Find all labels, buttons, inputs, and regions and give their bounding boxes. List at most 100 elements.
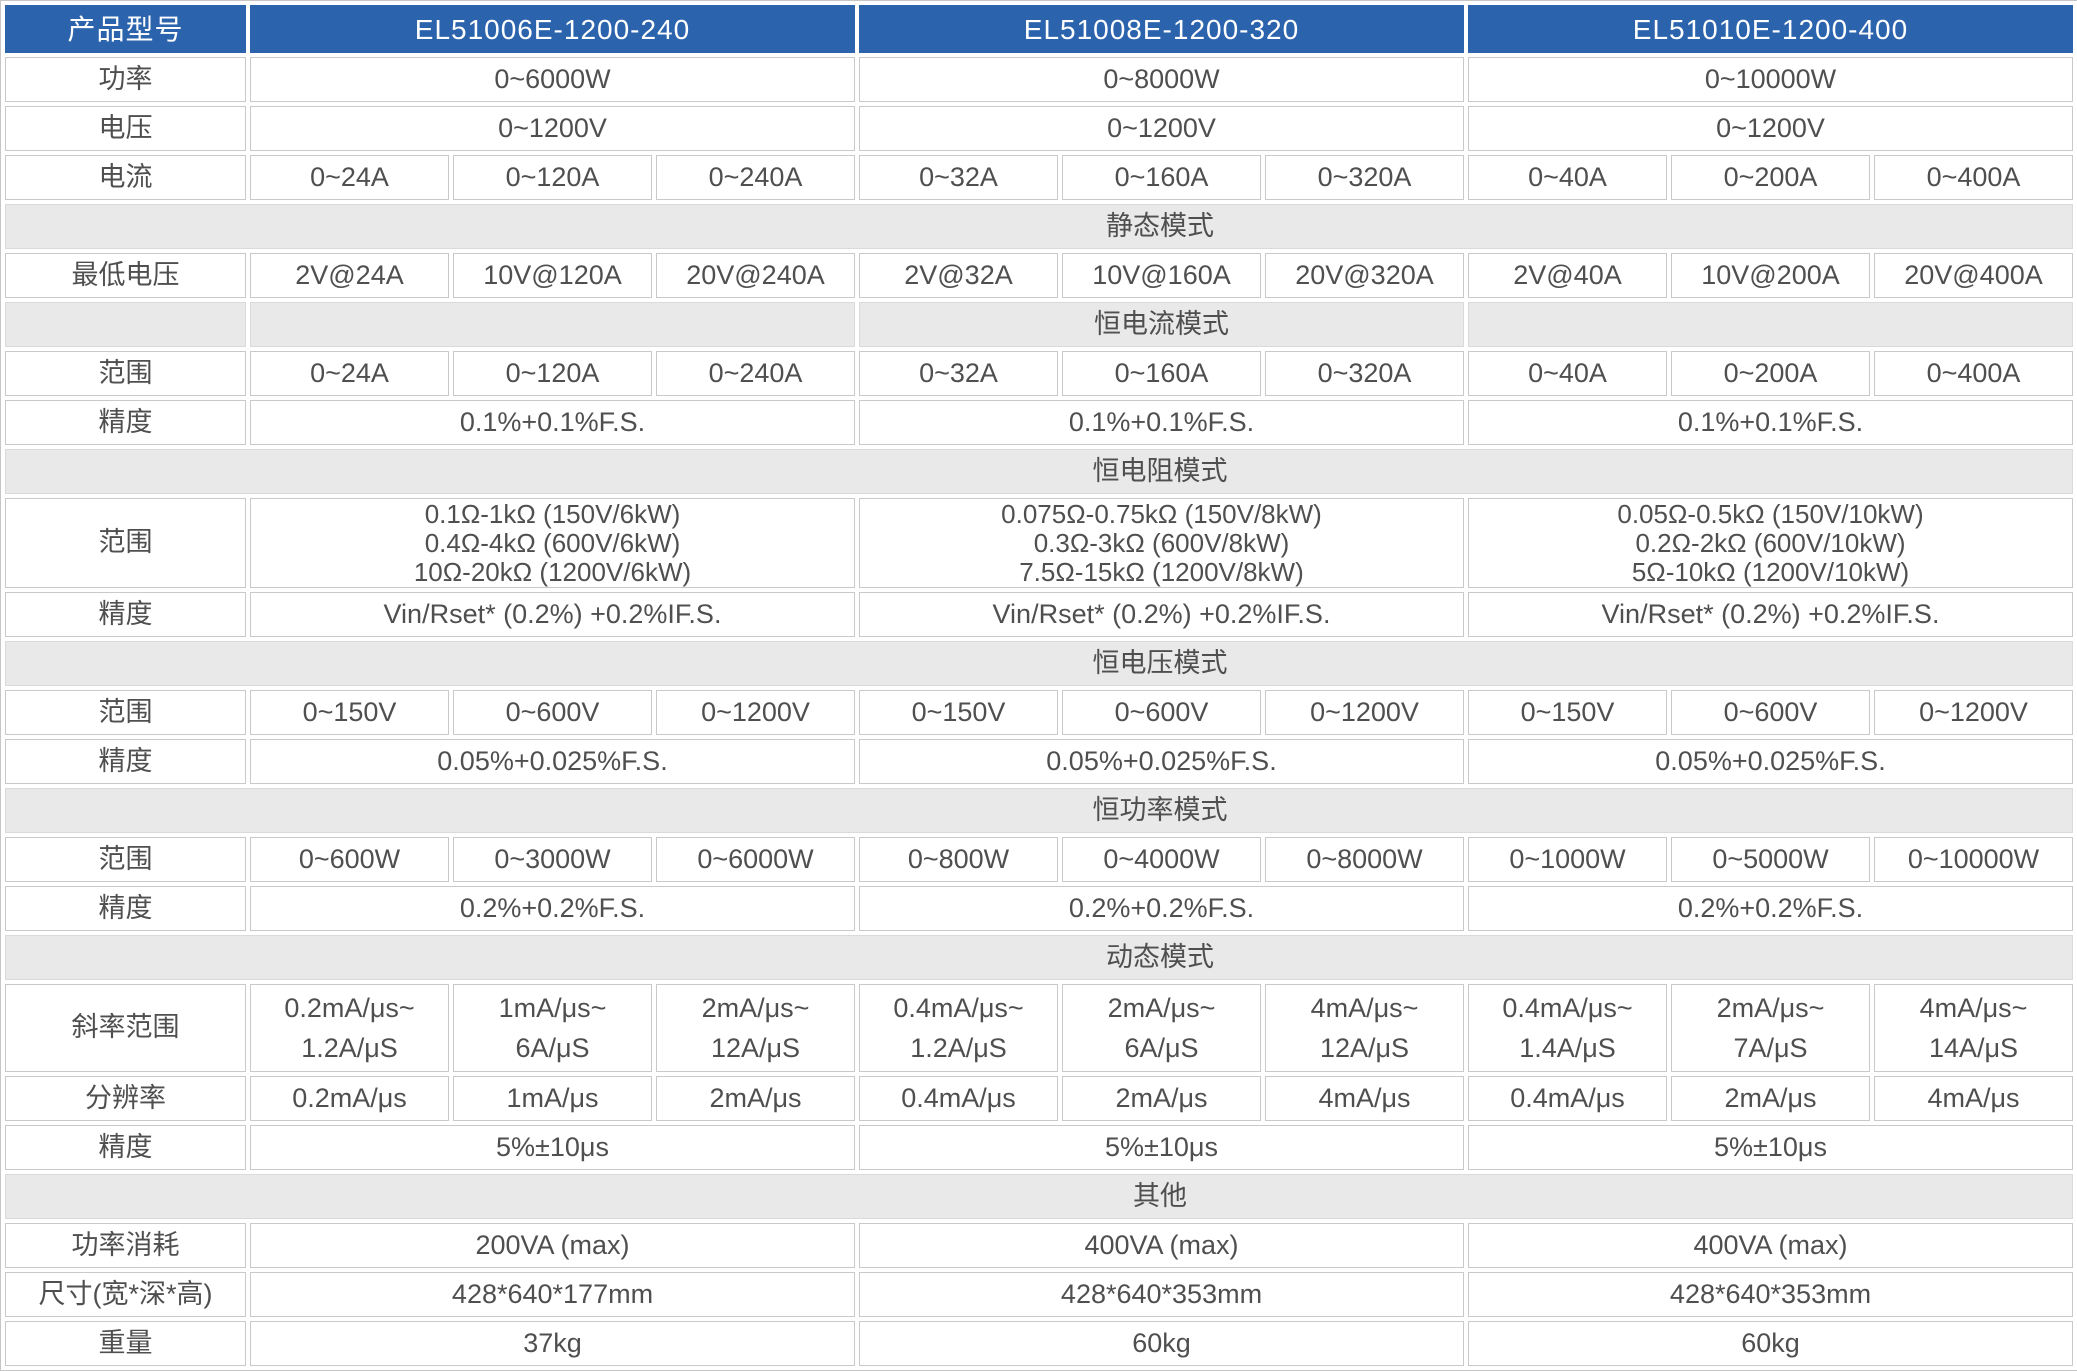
cc-accuracy-value-3: 0.1%+0.1%F.S.	[1468, 400, 2073, 445]
min-voltage-value-9: 20V@400A	[1874, 253, 2073, 298]
dynamic-accuracy-row: 精度 5%±10μs 5%±10μs 5%±10μs	[5, 1125, 2073, 1170]
weight-label: 重量	[5, 1321, 246, 1366]
cc-range-value-3: 0~240A	[656, 351, 855, 396]
header-model-1: EL51006E-1200-240	[250, 5, 855, 53]
cp-range-value-2: 0~3000W	[453, 837, 652, 882]
cr-accuracy-value-2: Vin/Rset* (0.2%) +0.2%IF.S.	[859, 592, 1464, 637]
cp-accuracy-value-3: 0.2%+0.2%F.S.	[1468, 886, 2073, 931]
cr-range-row: 范围 0.1Ω-1kΩ (150V/6kW) 0.4Ω-4kΩ (600V/6k…	[5, 498, 2073, 588]
slew-range-value-1: 0.2mA/μs~ 1.2A/μS	[250, 984, 449, 1072]
cv-range-value-1: 0~150V	[250, 690, 449, 735]
consumption-value-3: 400VA (max)	[1468, 1223, 2073, 1268]
current-value-7: 0~40A	[1468, 155, 1667, 200]
power-value-2: 0~8000W	[859, 57, 1464, 102]
cc-range-label: 范围	[5, 351, 246, 396]
min-voltage-value-4: 2V@32A	[859, 253, 1058, 298]
section-dynamic-mode: 动态模式	[5, 935, 2073, 980]
slew-range-value-9: 4mA/μs~ 14A/μS	[1874, 984, 2073, 1072]
slew-range-row: 斜率范围 0.2mA/μs~ 1.2A/μS 1mA/μs~ 6A/μS 2mA…	[5, 984, 2073, 1072]
min-voltage-value-5: 10V@160A	[1062, 253, 1261, 298]
cv-range-label: 范围	[5, 690, 246, 735]
cv-range-value-3: 0~1200V	[656, 690, 855, 735]
resolution-value-7: 0.4mA/μs	[1468, 1076, 1667, 1121]
cr-accuracy-label: 精度	[5, 592, 246, 637]
cp-range-value-9: 0~10000W	[1874, 837, 2073, 882]
cp-accuracy-label: 精度	[5, 886, 246, 931]
consumption-value-2: 400VA (max)	[859, 1223, 1464, 1268]
current-row: 电流 0~24A 0~120A 0~240A 0~32A 0~160A 0~32…	[5, 155, 2073, 200]
current-value-5: 0~160A	[1062, 155, 1261, 200]
resolution-value-3: 2mA/μs	[656, 1076, 855, 1121]
resolution-value-1: 0.2mA/μs	[250, 1076, 449, 1121]
cv-range-value-8: 0~600V	[1671, 690, 1870, 735]
weight-value-3: 60kg	[1468, 1321, 2073, 1366]
cp-accuracy-value-2: 0.2%+0.2%F.S.	[859, 886, 1464, 931]
voltage-row: 电压 0~1200V 0~1200V 0~1200V	[5, 106, 2073, 151]
dimensions-label: 尺寸(宽*深*高)	[5, 1272, 246, 1317]
current-label: 电流	[5, 155, 246, 200]
slew-range-value-3: 2mA/μs~ 12A/μS	[656, 984, 855, 1072]
cp-range-value-8: 0~5000W	[1671, 837, 1870, 882]
cp-range-value-7: 0~1000W	[1468, 837, 1667, 882]
cv-range-value-6: 0~1200V	[1265, 690, 1464, 735]
cp-range-value-6: 0~8000W	[1265, 837, 1464, 882]
slew-range-value-6: 4mA/μs~ 12A/μS	[1265, 984, 1464, 1072]
slew-range-value-2: 1mA/μs~ 6A/μS	[453, 984, 652, 1072]
resolution-value-2: 1mA/μs	[453, 1076, 652, 1121]
power-value-3: 0~10000W	[1468, 57, 2073, 102]
cc-accuracy-value-1: 0.1%+0.1%F.S.	[250, 400, 855, 445]
current-value-8: 0~200A	[1671, 155, 1870, 200]
dynamic-accuracy-value-1: 5%±10μs	[250, 1125, 855, 1170]
section-cv-mode: 恒电压模式	[5, 641, 2073, 686]
power-row: 功率 0~6000W 0~8000W 0~10000W	[5, 57, 2073, 102]
section-row-other: 其他	[5, 1174, 2073, 1219]
dimensions-value-1: 428*640*177mm	[250, 1272, 855, 1317]
header-model-2: EL51008E-1200-320	[859, 5, 1464, 53]
section-row-cc: 恒电流模式	[5, 302, 2073, 347]
resolution-value-8: 2mA/μs	[1671, 1076, 1870, 1121]
voltage-value-1: 0~1200V	[250, 106, 855, 151]
cc-range-row: 范围 0~24A 0~120A 0~240A 0~32A 0~160A 0~32…	[5, 351, 2073, 396]
min-voltage-value-6: 20V@320A	[1265, 253, 1464, 298]
resolution-value-9: 4mA/μs	[1874, 1076, 2073, 1121]
cc-range-value-4: 0~32A	[859, 351, 1058, 396]
cp-range-value-3: 0~6000W	[656, 837, 855, 882]
cv-accuracy-label: 精度	[5, 739, 246, 784]
min-voltage-value-3: 20V@240A	[656, 253, 855, 298]
section-cp-mode: 恒功率模式	[5, 788, 2073, 833]
dimensions-row: 尺寸(宽*深*高) 428*640*177mm 428*640*353mm 42…	[5, 1272, 2073, 1317]
cc-accuracy-row: 精度 0.1%+0.1%F.S. 0.1%+0.1%F.S. 0.1%+0.1%…	[5, 400, 2073, 445]
cc-range-value-6: 0~320A	[1265, 351, 1464, 396]
cv-range-value-2: 0~600V	[453, 690, 652, 735]
section-row-static: 静态模式	[5, 204, 2073, 249]
cc-range-value-5: 0~160A	[1062, 351, 1261, 396]
section-row-dynamic: 动态模式	[5, 935, 2073, 980]
resolution-label: 分辨率	[5, 1076, 246, 1121]
voltage-value-2: 0~1200V	[859, 106, 1464, 151]
cc-range-value-2: 0~120A	[453, 351, 652, 396]
cp-range-row: 范围 0~600W 0~3000W 0~6000W 0~800W 0~4000W…	[5, 837, 2073, 882]
section-cc-empty-1	[250, 302, 855, 347]
cp-range-label: 范围	[5, 837, 246, 882]
slew-range-value-8: 2mA/μs~ 7A/μS	[1671, 984, 1870, 1072]
cc-range-value-9: 0~400A	[1874, 351, 2073, 396]
cc-accuracy-label: 精度	[5, 400, 246, 445]
section-row-cp: 恒功率模式	[5, 788, 2073, 833]
section-other: 其他	[5, 1174, 2073, 1219]
consumption-label: 功率消耗	[5, 1223, 246, 1268]
section-cr-mode: 恒电阻模式	[5, 449, 2073, 494]
cv-accuracy-row: 精度 0.05%+0.025%F.S. 0.05%+0.025%F.S. 0.0…	[5, 739, 2073, 784]
dimensions-value-2: 428*640*353mm	[859, 1272, 1464, 1317]
resolution-value-4: 0.4mA/μs	[859, 1076, 1058, 1121]
header-model-3: EL51010E-1200-400	[1468, 5, 2073, 53]
slew-range-label: 斜率范围	[5, 984, 246, 1072]
slew-range-value-7: 0.4mA/μs~ 1.4A/μS	[1468, 984, 1667, 1072]
header-row: 产品型号 EL51006E-1200-240 EL51008E-1200-320…	[5, 5, 2073, 53]
weight-row: 重量 37kg 60kg 60kg	[5, 1321, 2073, 1366]
slew-range-value-4: 0.4mA/μs~ 1.2A/μS	[859, 984, 1058, 1072]
cr-range-value-2: 0.075Ω-0.75kΩ (150V/8kW) 0.3Ω-3kΩ (600V/…	[859, 498, 1464, 588]
min-voltage-value-1: 2V@24A	[250, 253, 449, 298]
current-value-6: 0~320A	[1265, 155, 1464, 200]
